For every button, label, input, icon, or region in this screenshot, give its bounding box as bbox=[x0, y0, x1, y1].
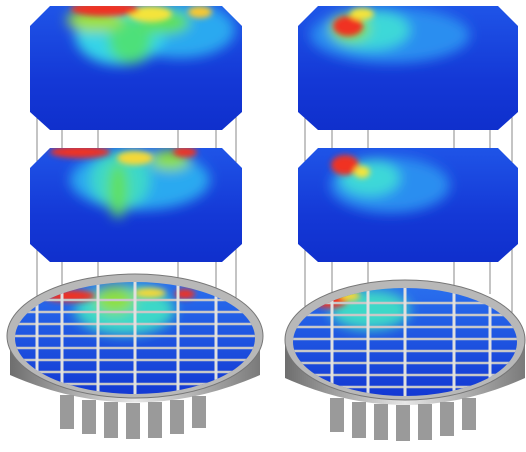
tray-disk bbox=[7, 274, 263, 439]
heatmap-slice bbox=[28, 146, 244, 264]
tray-disk bbox=[285, 280, 525, 441]
heatmap-slice bbox=[296, 146, 520, 264]
page bbox=[0, 0, 526, 452]
heatmap-slice bbox=[28, 2, 244, 132]
visualization bbox=[0, 0, 526, 452]
heatmap-slice bbox=[296, 4, 520, 132]
